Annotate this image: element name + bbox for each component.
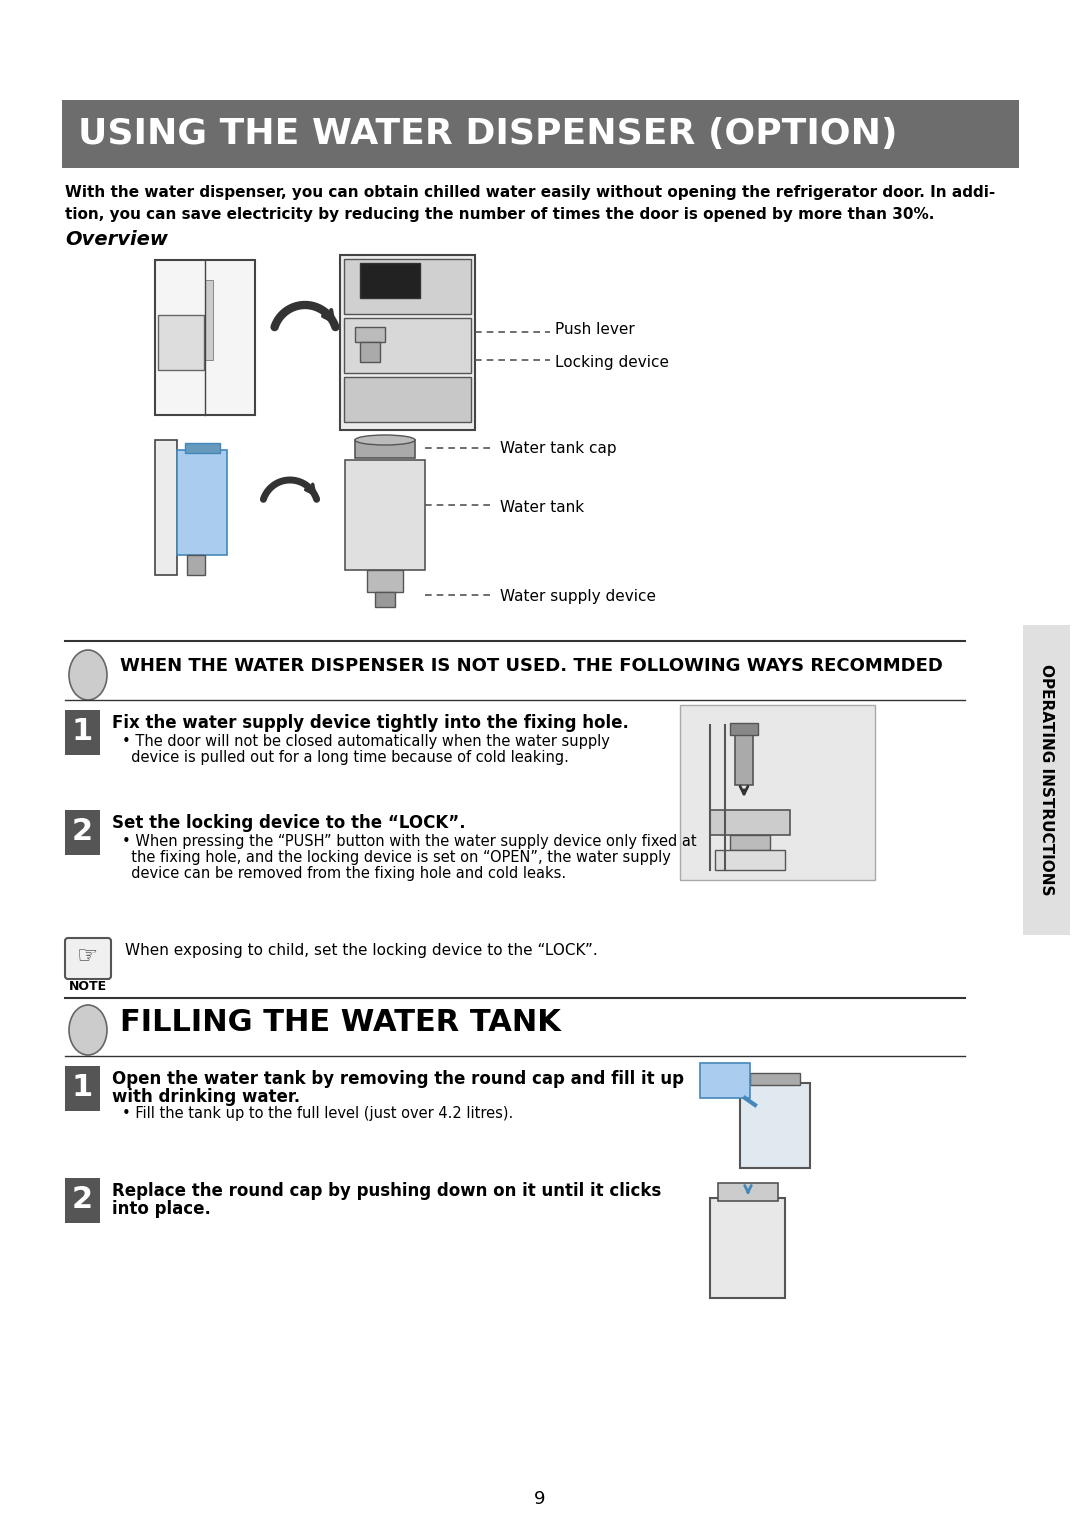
Text: USING THE WATER DISPENSER (OPTION): USING THE WATER DISPENSER (OPTION)	[78, 118, 897, 151]
Bar	[375, 591, 395, 607]
Text: WHEN THE WATER DISPENSER IS NOT USED. THE FOLLOWING WAYS RECOMMDED: WHEN THE WATER DISPENSER IS NOT USED. TH…	[120, 657, 943, 675]
Text: • Fill the tank up to the full level (just over 4.2 litres).: • Fill the tank up to the full level (ju…	[122, 1106, 513, 1122]
Bar	[360, 342, 380, 362]
Bar	[730, 834, 770, 850]
Text: Push lever: Push lever	[555, 322, 635, 338]
Bar	[718, 1183, 778, 1201]
Text: 9: 9	[535, 1490, 545, 1508]
Bar	[156, 440, 177, 575]
Bar	[158, 315, 204, 370]
Ellipse shape	[355, 435, 415, 445]
Bar	[156, 260, 255, 416]
Text: When exposing to child, set the locking device to the “LOCK”.: When exposing to child, set the locking …	[125, 943, 597, 958]
Text: Open the water tank by removing the round cap and fill it up: Open the water tank by removing the roun…	[112, 1070, 684, 1088]
Bar	[345, 260, 471, 313]
Bar	[65, 711, 100, 755]
Text: 2: 2	[71, 1186, 93, 1215]
Bar	[205, 280, 213, 361]
Text: Overview: Overview	[65, 231, 167, 249]
Text: 1: 1	[71, 1074, 93, 1103]
Bar	[735, 724, 753, 785]
Text: 2: 2	[71, 817, 93, 847]
Bar	[730, 723, 758, 735]
Text: NOTE: NOTE	[69, 979, 107, 993]
Bar	[340, 255, 475, 429]
Bar	[185, 443, 220, 452]
Bar	[680, 704, 875, 880]
Ellipse shape	[69, 1005, 107, 1054]
Text: tion, you can save electricity by reducing the number of times the door is opene: tion, you can save electricity by reduci…	[65, 206, 934, 222]
Bar	[360, 263, 420, 298]
Bar	[345, 460, 426, 570]
Text: into place.: into place.	[112, 1199, 211, 1218]
Text: Water tank cap: Water tank cap	[500, 440, 617, 455]
Text: Water tank: Water tank	[500, 500, 584, 515]
Text: OPERATING INSTRUCTIONS: OPERATING INSTRUCTIONS	[1039, 665, 1053, 895]
Text: Replace the round cap by pushing down on it until it clicks: Replace the round cap by pushing down on…	[112, 1183, 661, 1199]
Text: • The door will not be closed automatically when the water supply: • The door will not be closed automatica…	[122, 733, 610, 749]
Text: Set the locking device to the “LOCK”.: Set the locking device to the “LOCK”.	[112, 814, 465, 833]
Bar	[700, 1063, 750, 1099]
Bar	[65, 1178, 100, 1222]
Bar	[355, 440, 415, 458]
Text: Water supply device: Water supply device	[500, 590, 656, 605]
Text: with drinking water.: with drinking water.	[112, 1088, 300, 1106]
Bar	[65, 1067, 100, 1111]
Bar	[710, 810, 789, 834]
Text: 1: 1	[71, 718, 93, 747]
Text: Fix the water supply device tightly into the fixing hole.: Fix the water supply device tightly into…	[112, 714, 629, 732]
Text: With the water dispenser, you can obtain chilled water easily without opening th: With the water dispenser, you can obtain…	[65, 185, 996, 200]
Bar	[715, 850, 785, 869]
Bar	[740, 1083, 810, 1167]
Ellipse shape	[69, 649, 107, 700]
Bar	[355, 327, 384, 342]
Text: device can be removed from the fixing hole and cold leaks.: device can be removed from the fixing ho…	[122, 866, 566, 882]
Text: device is pulled out for a long time because of cold leaking.: device is pulled out for a long time bec…	[122, 750, 569, 766]
Bar	[177, 451, 227, 555]
Bar	[1023, 625, 1070, 935]
FancyBboxPatch shape	[65, 938, 111, 979]
Text: Locking device: Locking device	[555, 354, 669, 370]
Bar	[367, 570, 403, 591]
Text: FILLING THE WATER TANK: FILLING THE WATER TANK	[120, 1008, 561, 1038]
Bar	[710, 1198, 785, 1297]
Bar	[65, 810, 100, 856]
Bar	[345, 377, 471, 422]
Bar	[62, 99, 1020, 168]
Bar	[345, 318, 471, 373]
Text: ☞: ☞	[78, 944, 98, 969]
Bar	[750, 1073, 800, 1085]
Text: the fixing hole, and the locking device is set on “OPEN”, the water supply: the fixing hole, and the locking device …	[122, 850, 671, 865]
Bar	[187, 555, 205, 575]
Text: • When pressing the “PUSH” button with the water supply device only fixed at: • When pressing the “PUSH” button with t…	[122, 834, 697, 850]
